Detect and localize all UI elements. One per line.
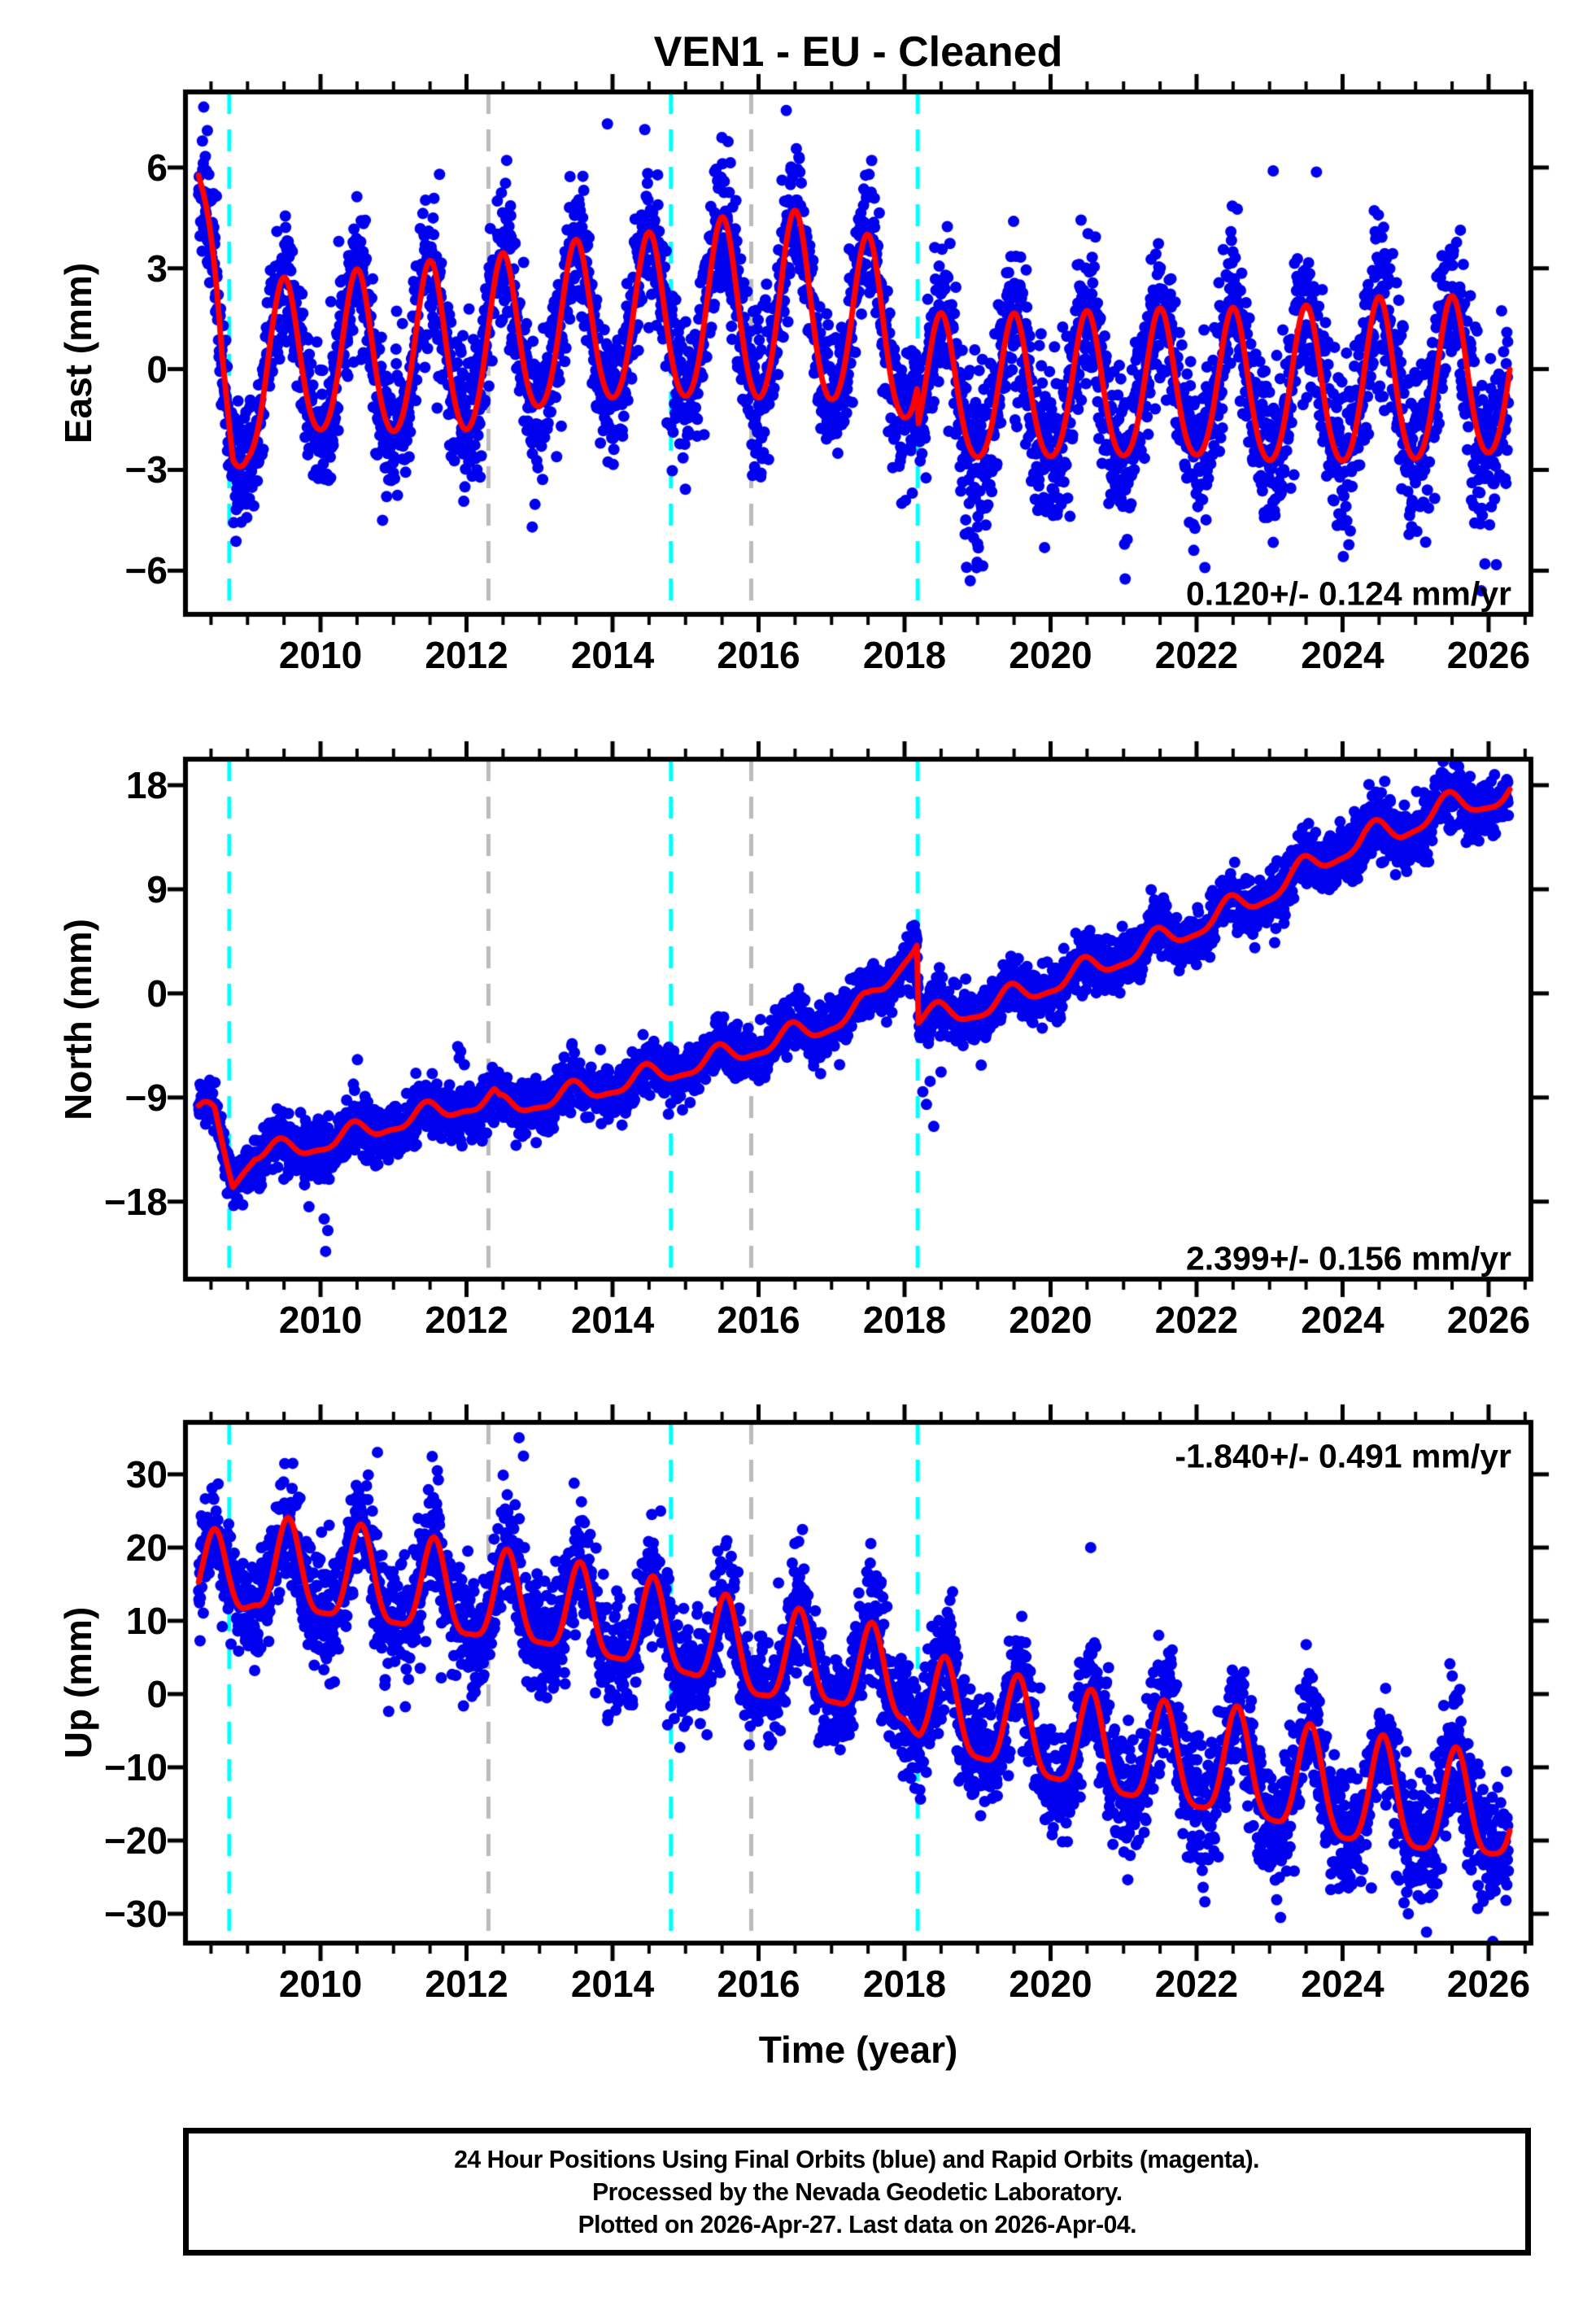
caption-line-2: Processed by the Nevada Geodetic Laborat… [591,2177,1123,2206]
caption-line-1: 24 Hour Positions Using Final Orbits (bl… [454,2144,1260,2173]
caption-line-3: Plotted on 2026-Apr-27. Last data on 202… [578,2209,1136,2238]
caption-box: 24 Hour Positions Using Final Orbits (bl… [183,2128,1531,2256]
